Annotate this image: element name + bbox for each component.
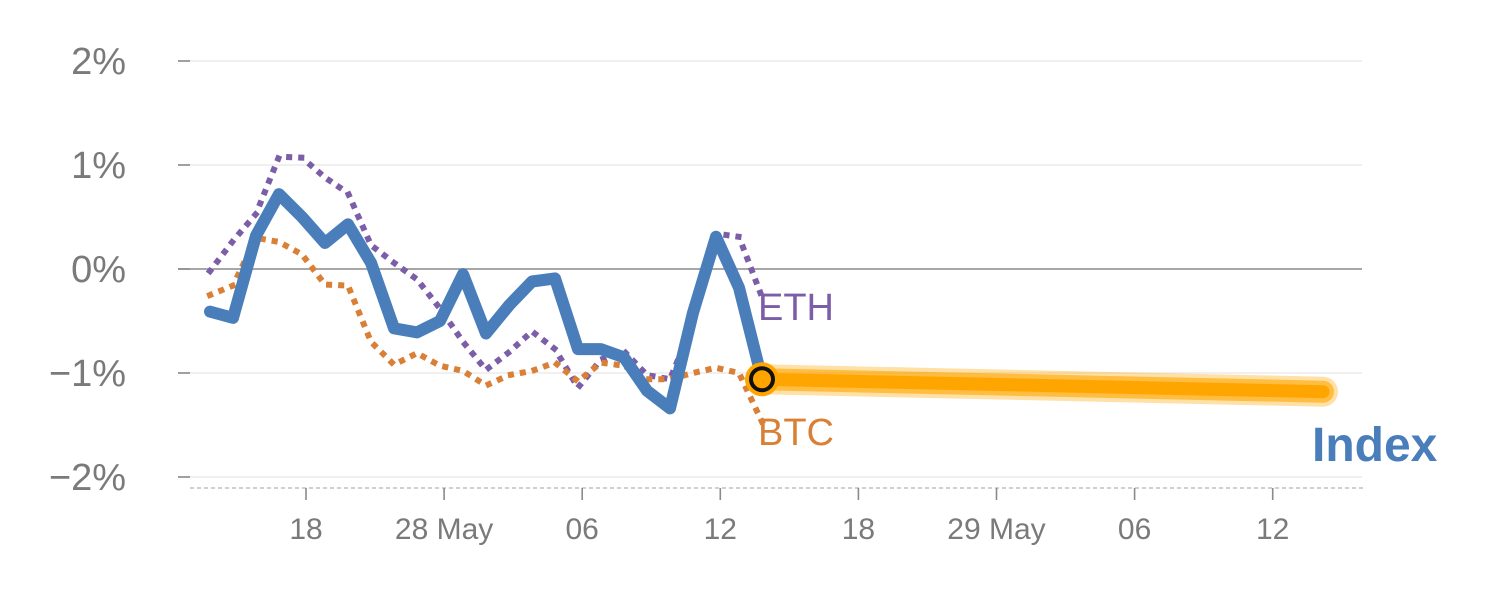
marker-layer [745, 362, 779, 397]
index-series-line [204, 188, 768, 415]
series-layer [204, 153, 768, 426]
eth-series-line [205, 153, 766, 391]
btc-series-label: BTC [758, 412, 834, 454]
x-tick-label: 06 [1118, 513, 1151, 546]
last-point-marker [749, 366, 775, 393]
x-tick-label: 28 May [395, 513, 493, 546]
y-tick-label: 2% [71, 41, 126, 83]
eth-series-label: ETH [758, 287, 834, 329]
label-layer: ETH BTC Index [758, 287, 1438, 472]
y-tick-label: −2% [49, 457, 126, 499]
forecast-layer [747, 364, 1338, 407]
y-tick-label: −1% [49, 353, 126, 395]
forecast-band-core [755, 372, 1330, 399]
y-tick-label: 1% [71, 145, 126, 187]
x-tick-label: 12 [1256, 513, 1289, 546]
x-tick-label: 18 [842, 513, 875, 546]
x-tick-label: 18 [289, 513, 322, 546]
x-tick-label: 12 [704, 513, 737, 546]
x-tick-label: 06 [566, 513, 599, 546]
y-tick-label: 0% [71, 249, 126, 291]
axis-layer: 2% 1% 0% −1% −2% 18 28 May 06 12 18 29 May 06 12 [49, 41, 1365, 546]
btc-series-line [206, 234, 766, 426]
index-series-label: Index [1312, 419, 1438, 472]
x-tick-label: 29 May [947, 513, 1045, 546]
